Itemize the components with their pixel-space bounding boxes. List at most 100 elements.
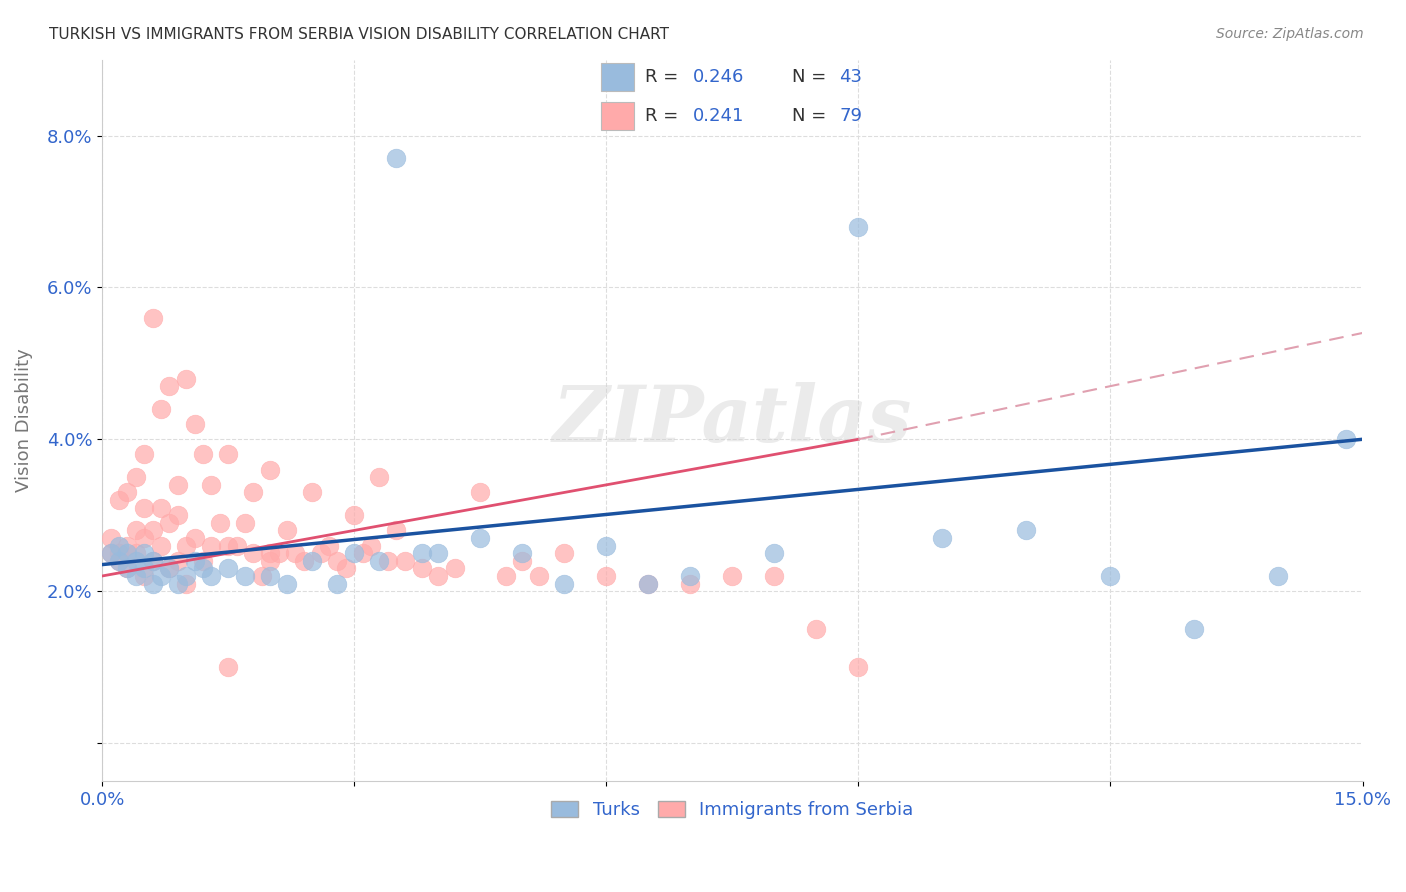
Point (242, 546, 264, 560)
Point (174, 371, 197, 385)
Point (183, 417, 205, 431)
Point (242, 485, 264, 500)
Text: R =: R = (645, 107, 685, 125)
Text: N =: N = (792, 68, 831, 86)
Bar (602, 62, 634, 91)
Point (166, 554, 188, 568)
Point (595, 539, 617, 553)
Point (368, 470, 391, 484)
Point (134, 569, 156, 583)
Point (159, 516, 181, 530)
Point (208, 516, 231, 530)
Point (159, 561, 181, 575)
Point (117, 561, 139, 575)
Point (510, 554, 533, 568)
Point (411, 546, 433, 560)
Point (721, 569, 744, 583)
Point (174, 539, 197, 553)
Point (250, 569, 273, 583)
Text: 0.241: 0.241 (693, 107, 744, 125)
Point (301, 485, 323, 500)
Point (343, 508, 366, 523)
Point (233, 569, 256, 583)
Point (117, 546, 139, 560)
Point (527, 569, 550, 583)
Point (125, 554, 148, 568)
Point (117, 485, 139, 500)
Point (159, 561, 181, 575)
Point (411, 561, 433, 575)
Point (142, 554, 165, 568)
Point (150, 401, 173, 416)
Point (134, 447, 156, 461)
Point (377, 554, 399, 568)
Point (125, 569, 148, 583)
Text: 0.246: 0.246 (693, 68, 744, 86)
Point (142, 524, 165, 538)
Point (174, 569, 197, 583)
Point (183, 531, 205, 545)
Point (134, 561, 156, 575)
Point (385, 524, 408, 538)
Point (301, 554, 323, 568)
Point (318, 539, 340, 553)
Point (108, 546, 131, 560)
Point (1015, 524, 1038, 538)
Point (191, 561, 214, 575)
Text: TURKISH VS IMMIGRANTS FROM SERBIA VISION DISABILITY CORRELATION CHART: TURKISH VS IMMIGRANTS FROM SERBIA VISION… (49, 27, 669, 42)
Point (553, 576, 575, 591)
Point (309, 546, 332, 560)
Point (233, 516, 256, 530)
Point (360, 539, 382, 553)
Point (100, 531, 122, 545)
Point (444, 561, 467, 575)
Point (1267, 569, 1289, 583)
Point (117, 561, 139, 575)
Point (150, 500, 173, 515)
Point (1184, 622, 1206, 636)
Point (1099, 569, 1122, 583)
Point (352, 546, 374, 560)
Legend: Turks, Immigrants from Serbia: Turks, Immigrants from Serbia (544, 793, 921, 826)
Point (166, 478, 188, 492)
Point (142, 576, 165, 591)
Point (217, 447, 239, 461)
Text: R =: R = (645, 68, 685, 86)
Point (284, 546, 307, 560)
Point (427, 569, 450, 583)
Point (142, 554, 165, 568)
Point (679, 576, 702, 591)
Point (385, 151, 408, 165)
Point (108, 554, 131, 568)
Point (191, 447, 214, 461)
Point (326, 554, 349, 568)
Point (335, 561, 357, 575)
Text: 79: 79 (839, 107, 862, 125)
Point (125, 546, 148, 560)
Point (326, 576, 349, 591)
Point (108, 539, 131, 553)
Point (553, 546, 575, 560)
Point (159, 379, 181, 393)
Point (125, 524, 148, 538)
Point (637, 576, 659, 591)
Point (763, 569, 786, 583)
Point (125, 470, 148, 484)
Point (134, 531, 156, 545)
Point (470, 485, 492, 500)
Point (510, 546, 533, 560)
Point (806, 622, 828, 636)
Point (217, 539, 239, 553)
Point (134, 500, 156, 515)
Point (100, 546, 122, 560)
Point (931, 531, 953, 545)
Point (183, 554, 205, 568)
Point (1334, 432, 1357, 446)
Text: Source: ZipAtlas.com: Source: ZipAtlas.com (1216, 27, 1364, 41)
Point (276, 576, 298, 591)
Point (495, 569, 517, 583)
Point (166, 508, 188, 523)
Point (394, 554, 416, 568)
Point (267, 546, 290, 560)
Y-axis label: Vision Disability: Vision Disability (15, 349, 32, 492)
